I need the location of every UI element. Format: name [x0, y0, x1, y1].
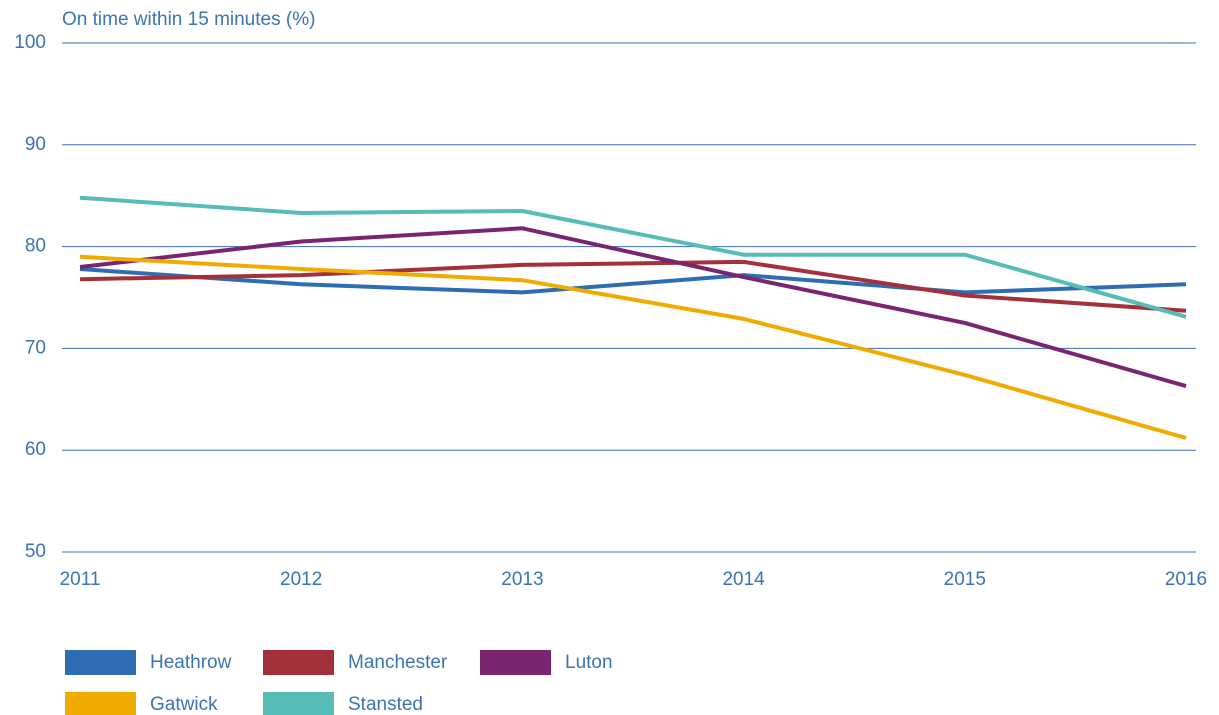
y-tick-label: 100 — [14, 32, 46, 53]
y-tick-label: 60 — [25, 439, 46, 460]
legend-swatch — [65, 692, 136, 715]
x-tick-label: 2016 — [1165, 569, 1207, 590]
legend-swatch — [263, 692, 334, 715]
y-tick-label: 70 — [25, 337, 46, 358]
legend-swatch — [263, 650, 334, 675]
x-tick-label: 2011 — [60, 569, 101, 590]
series-line — [79, 195, 1187, 319]
legend-label: Luton — [565, 652, 613, 673]
y-tick-label: 80 — [25, 236, 46, 257]
x-tick-label: 2014 — [722, 569, 765, 590]
legend-label: Manchester — [348, 652, 448, 673]
series-line — [79, 267, 1187, 295]
series-line — [79, 259, 1187, 313]
x-tick-label: 2013 — [501, 569, 543, 590]
legend-label: Gatwick — [150, 694, 218, 715]
legend-label: Heathrow — [150, 652, 232, 673]
y-tick-label: 50 — [25, 541, 46, 562]
series-line — [79, 254, 1187, 440]
legend-swatch — [65, 650, 136, 675]
legend-swatch — [480, 650, 551, 675]
y-axis-label: On time within 15 minutes (%) — [62, 9, 315, 30]
series-line — [79, 226, 1187, 389]
legend-label: Stansted — [348, 694, 423, 715]
x-tick-label: 2015 — [944, 569, 986, 590]
y-tick-label: 90 — [25, 134, 46, 155]
x-tick-label: 2012 — [280, 569, 322, 590]
